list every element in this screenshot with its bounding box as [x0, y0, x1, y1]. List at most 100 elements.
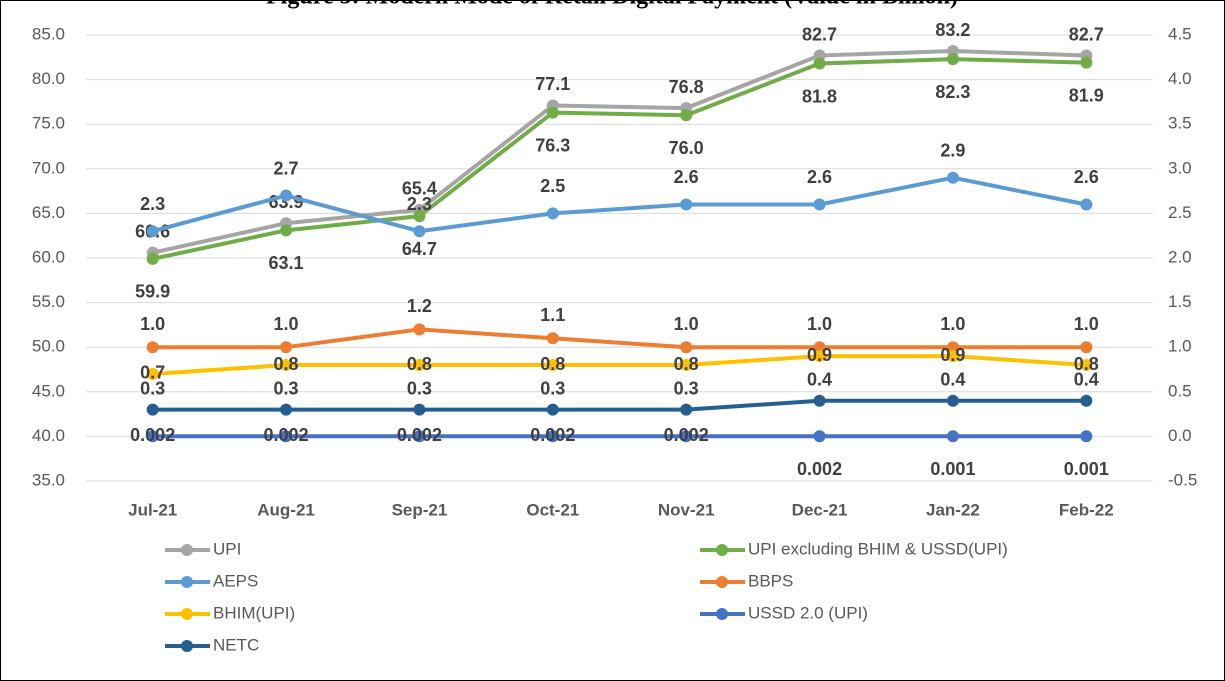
y-tick-label: 75.0 — [32, 114, 65, 133]
data-label: 0.8 — [674, 354, 699, 374]
point — [946, 430, 959, 443]
point — [146, 403, 159, 416]
data-label: 0.002 — [264, 425, 309, 445]
point — [680, 403, 693, 416]
point — [280, 224, 293, 237]
legend-marker — [716, 608, 728, 620]
x-tick-label: Oct-21 — [526, 500, 579, 519]
point — [680, 109, 693, 122]
point — [146, 367, 159, 380]
y2-tick-label: 1.0 — [1168, 337, 1192, 356]
data-label: 0.3 — [407, 378, 432, 398]
point — [680, 359, 693, 372]
y2-tick-label: -0.5 — [1168, 470, 1197, 489]
x-tick-label: Nov-21 — [658, 500, 715, 519]
y2-tick-label: 1.5 — [1168, 292, 1192, 311]
point — [546, 332, 559, 345]
legend-label: BHIM(UPI) — [213, 603, 295, 622]
point — [413, 359, 426, 372]
point — [413, 323, 426, 336]
data-label: 2.6 — [807, 167, 832, 187]
point — [813, 198, 826, 211]
data-label: 83.2 — [935, 20, 970, 40]
y2-tick-label: 0.0 — [1168, 426, 1192, 445]
point — [946, 171, 959, 184]
y-tick-label: 70.0 — [32, 158, 65, 177]
point — [680, 430, 693, 443]
data-label: 2.3 — [407, 194, 432, 214]
legend-label: USSD 2.0 (UPI) — [748, 603, 868, 622]
y-tick-label: 60.0 — [32, 247, 65, 266]
y2-tick-label: 2.5 — [1168, 203, 1192, 222]
point — [280, 189, 293, 202]
data-label: 0.002 — [397, 425, 442, 445]
point — [280, 403, 293, 416]
legend-marker — [716, 544, 728, 556]
data-label: 65.4 — [402, 179, 437, 199]
y2-tick-label: 3.5 — [1168, 114, 1192, 133]
x-tick-label: Feb-22 — [1059, 500, 1114, 519]
data-label: 0.8 — [1074, 354, 1099, 374]
series-line — [152, 49, 1087, 255]
point — [813, 350, 826, 363]
data-label: 81.8 — [802, 86, 837, 106]
point — [1080, 198, 1093, 211]
data-label: 0.4 — [1074, 369, 1099, 389]
data-label: 2.6 — [1074, 167, 1099, 187]
data-label: 0.001 — [1064, 459, 1109, 479]
point — [680, 341, 693, 354]
point — [946, 53, 959, 66]
data-label: 77.1 — [535, 74, 570, 94]
data-label: 1.0 — [274, 314, 299, 334]
data-label: 0.4 — [940, 369, 965, 389]
data-label: 0.3 — [674, 378, 699, 398]
point — [413, 225, 426, 238]
legend-marker — [716, 576, 728, 588]
data-label: 0.8 — [407, 354, 432, 374]
data-label: 0.8 — [540, 354, 565, 374]
data-label: 1.1 — [540, 305, 565, 325]
data-label: 76.3 — [535, 135, 570, 155]
data-label: 0.001 — [930, 459, 975, 479]
point — [280, 359, 293, 372]
chart-title: Figure 3: Modern Mode of Retail Digital … — [266, 0, 958, 10]
y-tick-label: 40.0 — [32, 426, 65, 445]
x-tick-label: Aug-21 — [257, 500, 315, 519]
y-tick-label: 45.0 — [32, 381, 65, 400]
point — [413, 430, 426, 443]
x-tick-label: Sep-21 — [392, 500, 448, 519]
legend-marker — [181, 544, 193, 556]
point — [146, 430, 159, 443]
data-label: 0.002 — [664, 425, 709, 445]
data-label: 0.002 — [530, 425, 575, 445]
data-label: 64.7 — [402, 239, 437, 259]
point — [813, 57, 826, 70]
y-tick-label: 50.0 — [32, 337, 65, 356]
data-label: 0.7 — [140, 363, 165, 383]
point — [1080, 394, 1093, 407]
point — [946, 350, 959, 363]
point — [413, 210, 426, 223]
legend-label: UPI — [213, 539, 241, 558]
data-label: 1.0 — [807, 314, 832, 334]
y2-tick-label: 3.0 — [1168, 158, 1192, 177]
data-label: 2.3 — [140, 194, 165, 214]
data-label: 2.7 — [274, 158, 299, 178]
data-label: 76.8 — [669, 77, 704, 97]
point — [1080, 359, 1093, 372]
point — [1080, 430, 1093, 443]
data-label: 0.3 — [274, 378, 299, 398]
data-label: 1.0 — [140, 314, 165, 334]
data-label: 82.3 — [935, 82, 970, 102]
legend-label: NETC — [213, 635, 259, 654]
point — [146, 341, 159, 354]
data-label: 82.7 — [802, 24, 837, 44]
data-label: 59.9 — [135, 282, 170, 302]
data-label: 76.0 — [669, 138, 704, 158]
legend-marker — [181, 576, 193, 588]
y-tick-label: 85.0 — [32, 24, 65, 43]
legend-label: AEPS — [213, 571, 258, 590]
point — [280, 430, 293, 443]
data-label: 1.0 — [674, 314, 699, 334]
data-label: 82.7 — [1069, 24, 1104, 44]
